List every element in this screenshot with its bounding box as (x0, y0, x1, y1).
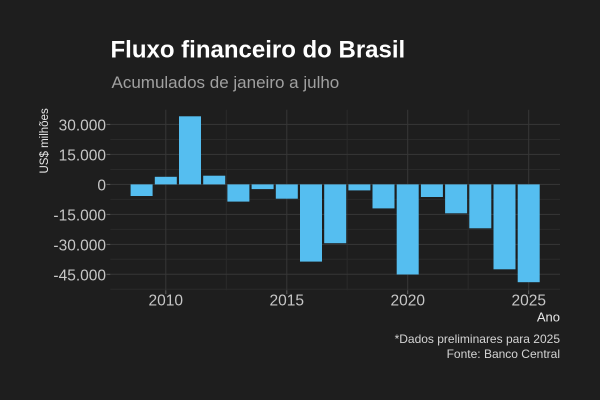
svg-text:Ano: Ano (537, 309, 560, 324)
svg-text:2015: 2015 (270, 293, 304, 310)
svg-text:2020: 2020 (390, 293, 425, 310)
svg-text:Fluxo financeiro do Brasil: Fluxo financeiro do Brasil (111, 37, 406, 64)
svg-text:2025: 2025 (511, 293, 545, 310)
svg-text:15.000: 15.000 (59, 148, 107, 165)
svg-text:0: 0 (97, 178, 106, 195)
svg-text:Acumulados de janeiro a julho: Acumulados de janeiro a julho (112, 73, 340, 92)
svg-text:*Dados preliminares para 2025: *Dados preliminares para 2025 (395, 332, 561, 346)
svg-text:Fonte: Banco Central: Fonte: Banco Central (447, 347, 560, 361)
svg-text:30.000: 30.000 (59, 118, 107, 135)
svg-text:-45.000: -45.000 (53, 267, 106, 284)
svg-text:-30.000: -30.000 (53, 238, 106, 255)
svg-text:2010: 2010 (149, 293, 184, 310)
svg-text:US$ milhões: US$ milhões (39, 108, 51, 173)
svg-text:-15.000: -15.000 (53, 208, 106, 225)
